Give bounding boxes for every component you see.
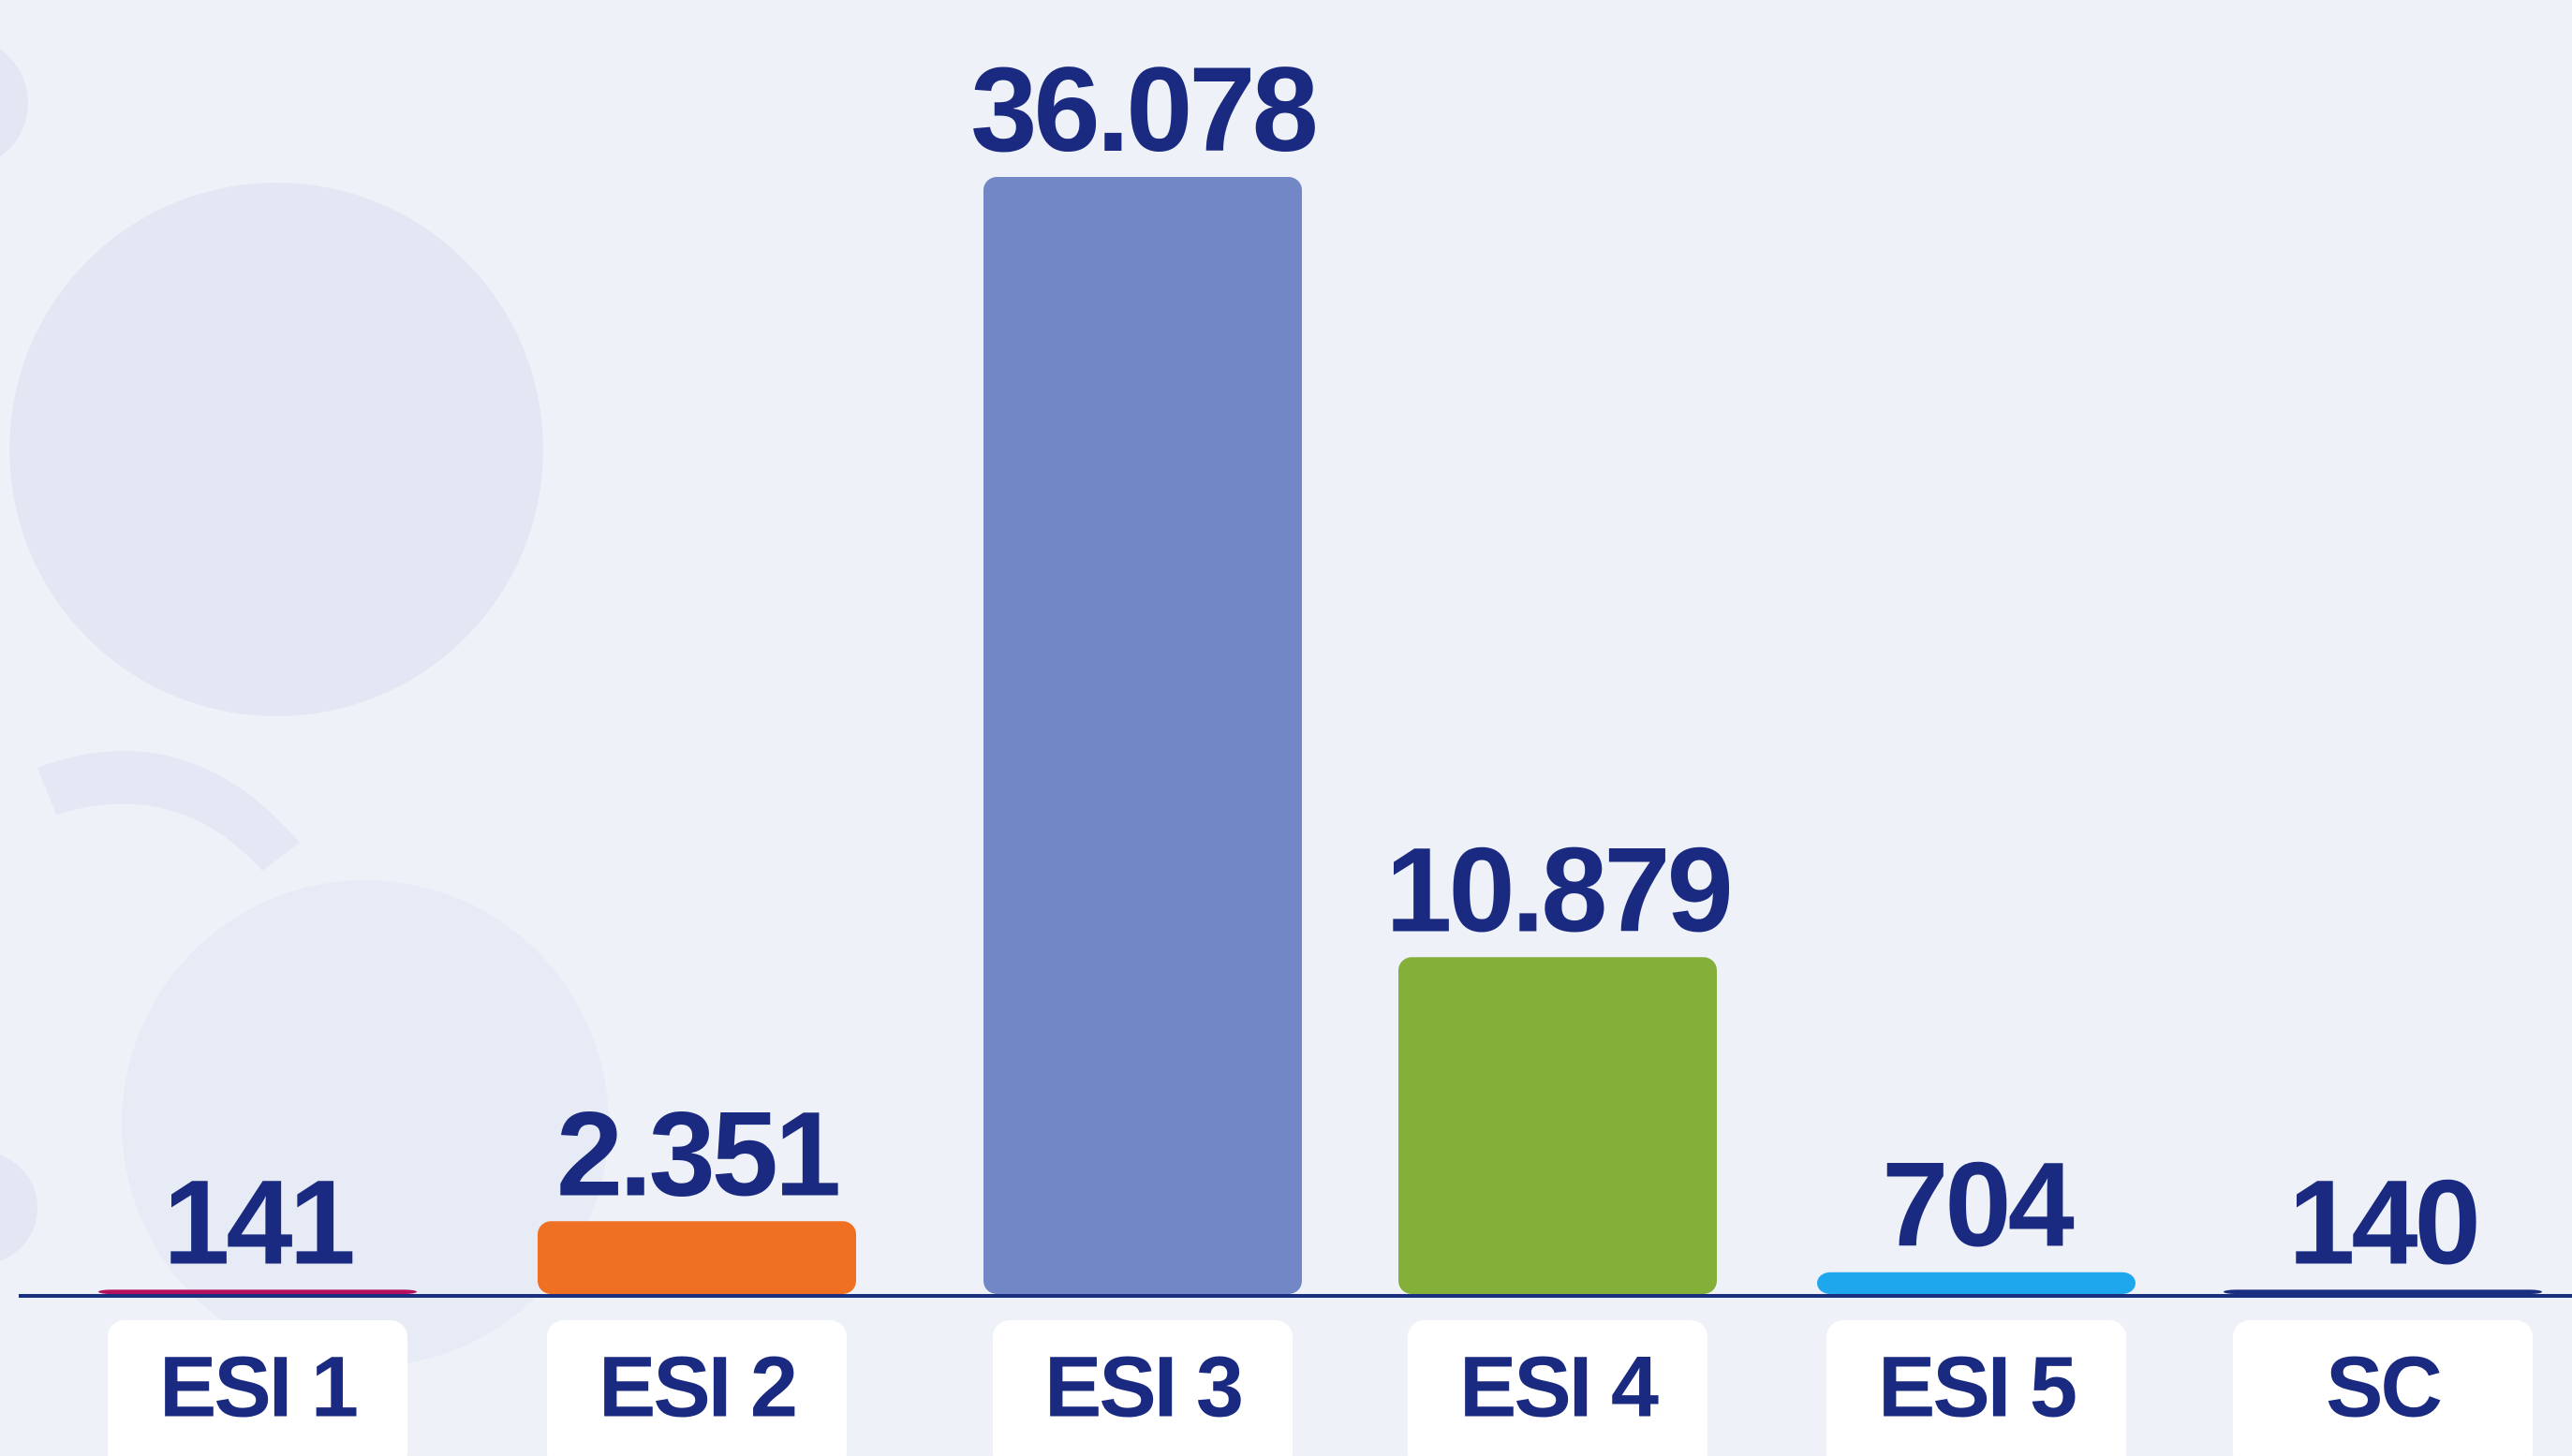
bar [983, 177, 1302, 1294]
value-label: 141 [163, 1155, 352, 1289]
value-label: 36.078 [970, 43, 1315, 177]
category-box [2233, 1320, 2533, 1456]
category-box [1408, 1320, 1707, 1456]
value-label: 2.351 [556, 1087, 838, 1221]
x-tick-label: ESI 1 [159, 1339, 357, 1434]
x-tick-label: ESI 5 [1878, 1339, 2076, 1434]
bar [1817, 1272, 2136, 1294]
x-tick-label: SC [2326, 1339, 2440, 1434]
category-box [1826, 1320, 2126, 1456]
x-tick-label: ESI 3 [1044, 1339, 1241, 1434]
value-label: 704 [1882, 1139, 2074, 1272]
bar [538, 1221, 856, 1294]
background-decoration [0, 49, 609, 1367]
value-label: 10.879 [1385, 823, 1730, 957]
bar [2224, 1289, 2542, 1294]
value-label: 140 [2288, 1155, 2477, 1289]
category-box [108, 1320, 407, 1456]
x-tick-label: ESI 2 [599, 1339, 795, 1434]
category-box [993, 1320, 1293, 1456]
bar [1398, 957, 1717, 1294]
category-box [547, 1320, 847, 1456]
x-tick-label: ESI 4 [1459, 1339, 1659, 1434]
bar [98, 1289, 417, 1294]
